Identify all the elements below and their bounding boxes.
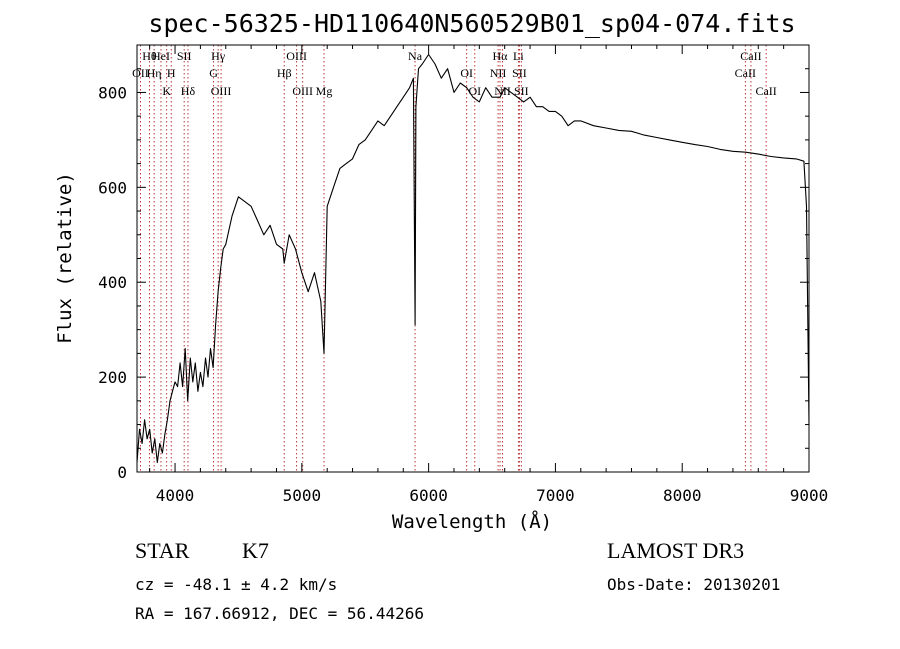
line-label: Hβ bbox=[277, 66, 292, 80]
observation-date: Obs-Date: 20130201 bbox=[607, 575, 780, 594]
line-label: OIII bbox=[292, 84, 313, 98]
spectrum-line bbox=[136, 53, 810, 464]
line-label: OII bbox=[132, 66, 149, 80]
y-axis-label: Flux (relative) bbox=[54, 172, 76, 344]
y-tick-label: 600 bbox=[98, 178, 127, 197]
chart-title: spec-56325-HD110640N560529B01_sp04-074.f… bbox=[148, 9, 795, 38]
line-label: CaII bbox=[735, 66, 756, 80]
line-label: OI bbox=[460, 66, 473, 80]
x-axis-label: Wavelength (Å) bbox=[392, 510, 552, 533]
plot-frame bbox=[136, 44, 810, 473]
x-tick-labels: 4000 5000 6000 7000 8000 9000 bbox=[156, 486, 828, 505]
line-label: Hγ bbox=[211, 49, 226, 63]
x-tick-label: 5000 bbox=[283, 486, 322, 505]
line-label: Hδ bbox=[181, 84, 196, 98]
x-tick-label: 9000 bbox=[790, 486, 829, 505]
y-tick-labels: 0 200 400 600 800 bbox=[98, 83, 127, 482]
x-tick-label: 7000 bbox=[536, 486, 575, 505]
line-label: Li bbox=[513, 49, 524, 63]
line-label: SII bbox=[177, 49, 192, 63]
y-tick-label: 800 bbox=[98, 83, 127, 102]
y-tick-label: 0 bbox=[117, 463, 127, 482]
line-label: OIII bbox=[211, 84, 232, 98]
line-markers bbox=[139, 45, 767, 472]
line-label: Na bbox=[408, 49, 423, 63]
line-label: K bbox=[162, 84, 171, 98]
x-tick-label: 6000 bbox=[409, 486, 448, 505]
line-label: Hη bbox=[147, 66, 162, 80]
line-label: SII bbox=[512, 66, 527, 80]
line-label: Mg bbox=[316, 84, 333, 98]
coordinates: RA = 167.66912, DEC = 56.44266 bbox=[135, 604, 424, 623]
line-label: Hα bbox=[493, 49, 509, 63]
y-tick-label: 400 bbox=[98, 273, 127, 292]
x-tick-label: 4000 bbox=[156, 486, 195, 505]
line-label: OI bbox=[468, 84, 481, 98]
line-label: Hθ bbox=[142, 49, 157, 63]
line-label: OIII bbox=[286, 49, 307, 63]
redshift-info: cz = -48.1 ± 4.2 km/s bbox=[135, 575, 337, 594]
object-class: STAR bbox=[135, 538, 190, 563]
subclass: K7 bbox=[242, 538, 269, 563]
line-label: H bbox=[167, 66, 176, 80]
line-label: HeI bbox=[152, 49, 170, 63]
line-label: CaII bbox=[755, 84, 776, 98]
line-label: NII bbox=[490, 66, 507, 80]
line-label: SII bbox=[514, 84, 529, 98]
line-label: CaII bbox=[740, 49, 761, 63]
survey-name: LAMOST DR3 bbox=[607, 538, 744, 563]
y-tick-label: 200 bbox=[98, 368, 127, 387]
line-label: G bbox=[209, 66, 218, 80]
x-tick-label: 8000 bbox=[663, 486, 702, 505]
axis-ticks bbox=[137, 45, 810, 473]
line-labels: HθOIIKHeIHηHδSIIHOIIIHγGOIIIOIIIHβMgNaOI… bbox=[132, 49, 777, 98]
